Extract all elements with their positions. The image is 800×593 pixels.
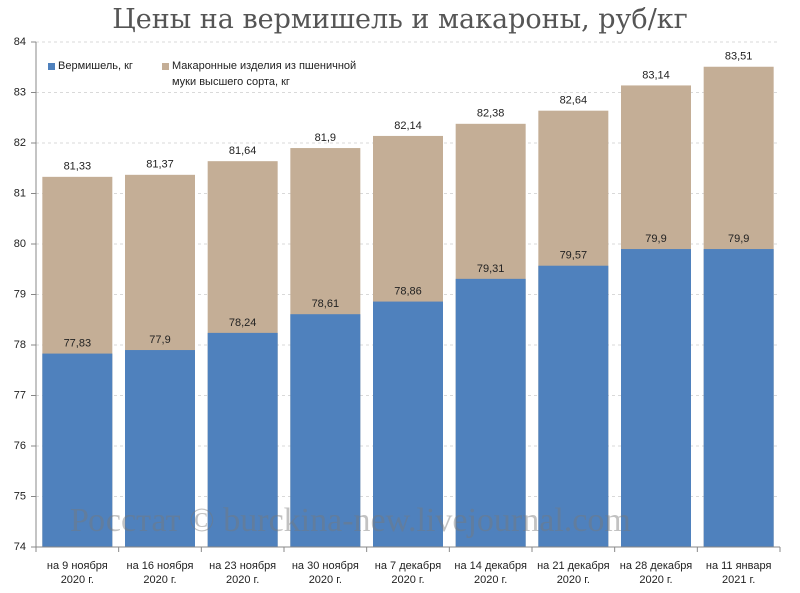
y-tick-label: 80	[14, 238, 26, 250]
legend-swatch	[48, 63, 55, 70]
legend-label: Вермишель, кг	[58, 60, 133, 72]
y-tick-label: 75	[14, 490, 26, 502]
value-label: 81,33	[64, 161, 92, 173]
x-tick-label: на 30 ноября 2020 г.	[291, 560, 359, 586]
value-label: 82,64	[560, 95, 588, 107]
value-label: 81,64	[229, 145, 257, 157]
x-tick-label: на 21 декабря 2020 г.	[537, 560, 610, 586]
bar	[373, 301, 443, 547]
x-tick-label: на 16 ноября 2020 г.	[126, 560, 194, 586]
value-label: 78,24	[229, 317, 257, 329]
bar	[207, 332, 278, 547]
bar	[125, 350, 195, 547]
y-tick-label: 79	[14, 288, 26, 300]
bar	[538, 265, 609, 547]
x-tick-label: на 11 января 2021 г.	[705, 560, 772, 586]
x-tick-label: на 28 декабря 2020 г.	[619, 560, 693, 586]
y-tick-label: 77	[14, 389, 26, 401]
value-label: 81,37	[146, 159, 174, 171]
value-label: 79,9	[728, 233, 749, 245]
bar	[42, 353, 113, 547]
value-label: 78,86	[394, 285, 422, 297]
y-tick-label: 81	[14, 187, 26, 199]
value-label: 79,31	[477, 263, 505, 275]
x-tick-label: на 14 декабря 2020 г.	[454, 560, 527, 586]
x-tick-label: на 9 ноября 2020 г.	[46, 560, 108, 586]
legend-swatch	[162, 63, 169, 70]
bar	[455, 278, 526, 547]
chart-title: Цены на вермишель и макароны, руб/кг	[112, 4, 688, 35]
value-label: 77,83	[64, 337, 92, 349]
y-tick-label: 76	[14, 440, 26, 452]
value-label: 79,57	[560, 250, 588, 262]
x-tick-label: на 7 декабря 2020 г.	[374, 560, 442, 586]
value-label: 81,9	[315, 132, 336, 144]
value-label: 82,38	[477, 108, 505, 120]
value-label: 82,14	[394, 120, 422, 132]
value-label: 83,14	[642, 69, 670, 81]
y-tick-label: 83	[14, 86, 26, 98]
watermark: Росстат © burckina-new.livejournal.com	[70, 502, 631, 539]
bar	[290, 314, 361, 547]
bar	[703, 249, 774, 548]
value-label: 83,51	[725, 51, 753, 63]
y-tick-label: 74	[14, 541, 26, 553]
x-tick-label: на 23 ноября 2020 г.	[209, 560, 277, 586]
value-label: 78,61	[312, 298, 340, 310]
legend-label: Макаронные изделия из пшеничной муки выс…	[172, 60, 357, 88]
y-tick-label: 78	[14, 339, 26, 351]
value-label: 77,9	[149, 334, 170, 346]
y-tick-label: 84	[14, 36, 26, 48]
value-label: 79,9	[645, 233, 666, 245]
bar	[621, 249, 691, 548]
y-tick-label: 82	[14, 137, 26, 149]
